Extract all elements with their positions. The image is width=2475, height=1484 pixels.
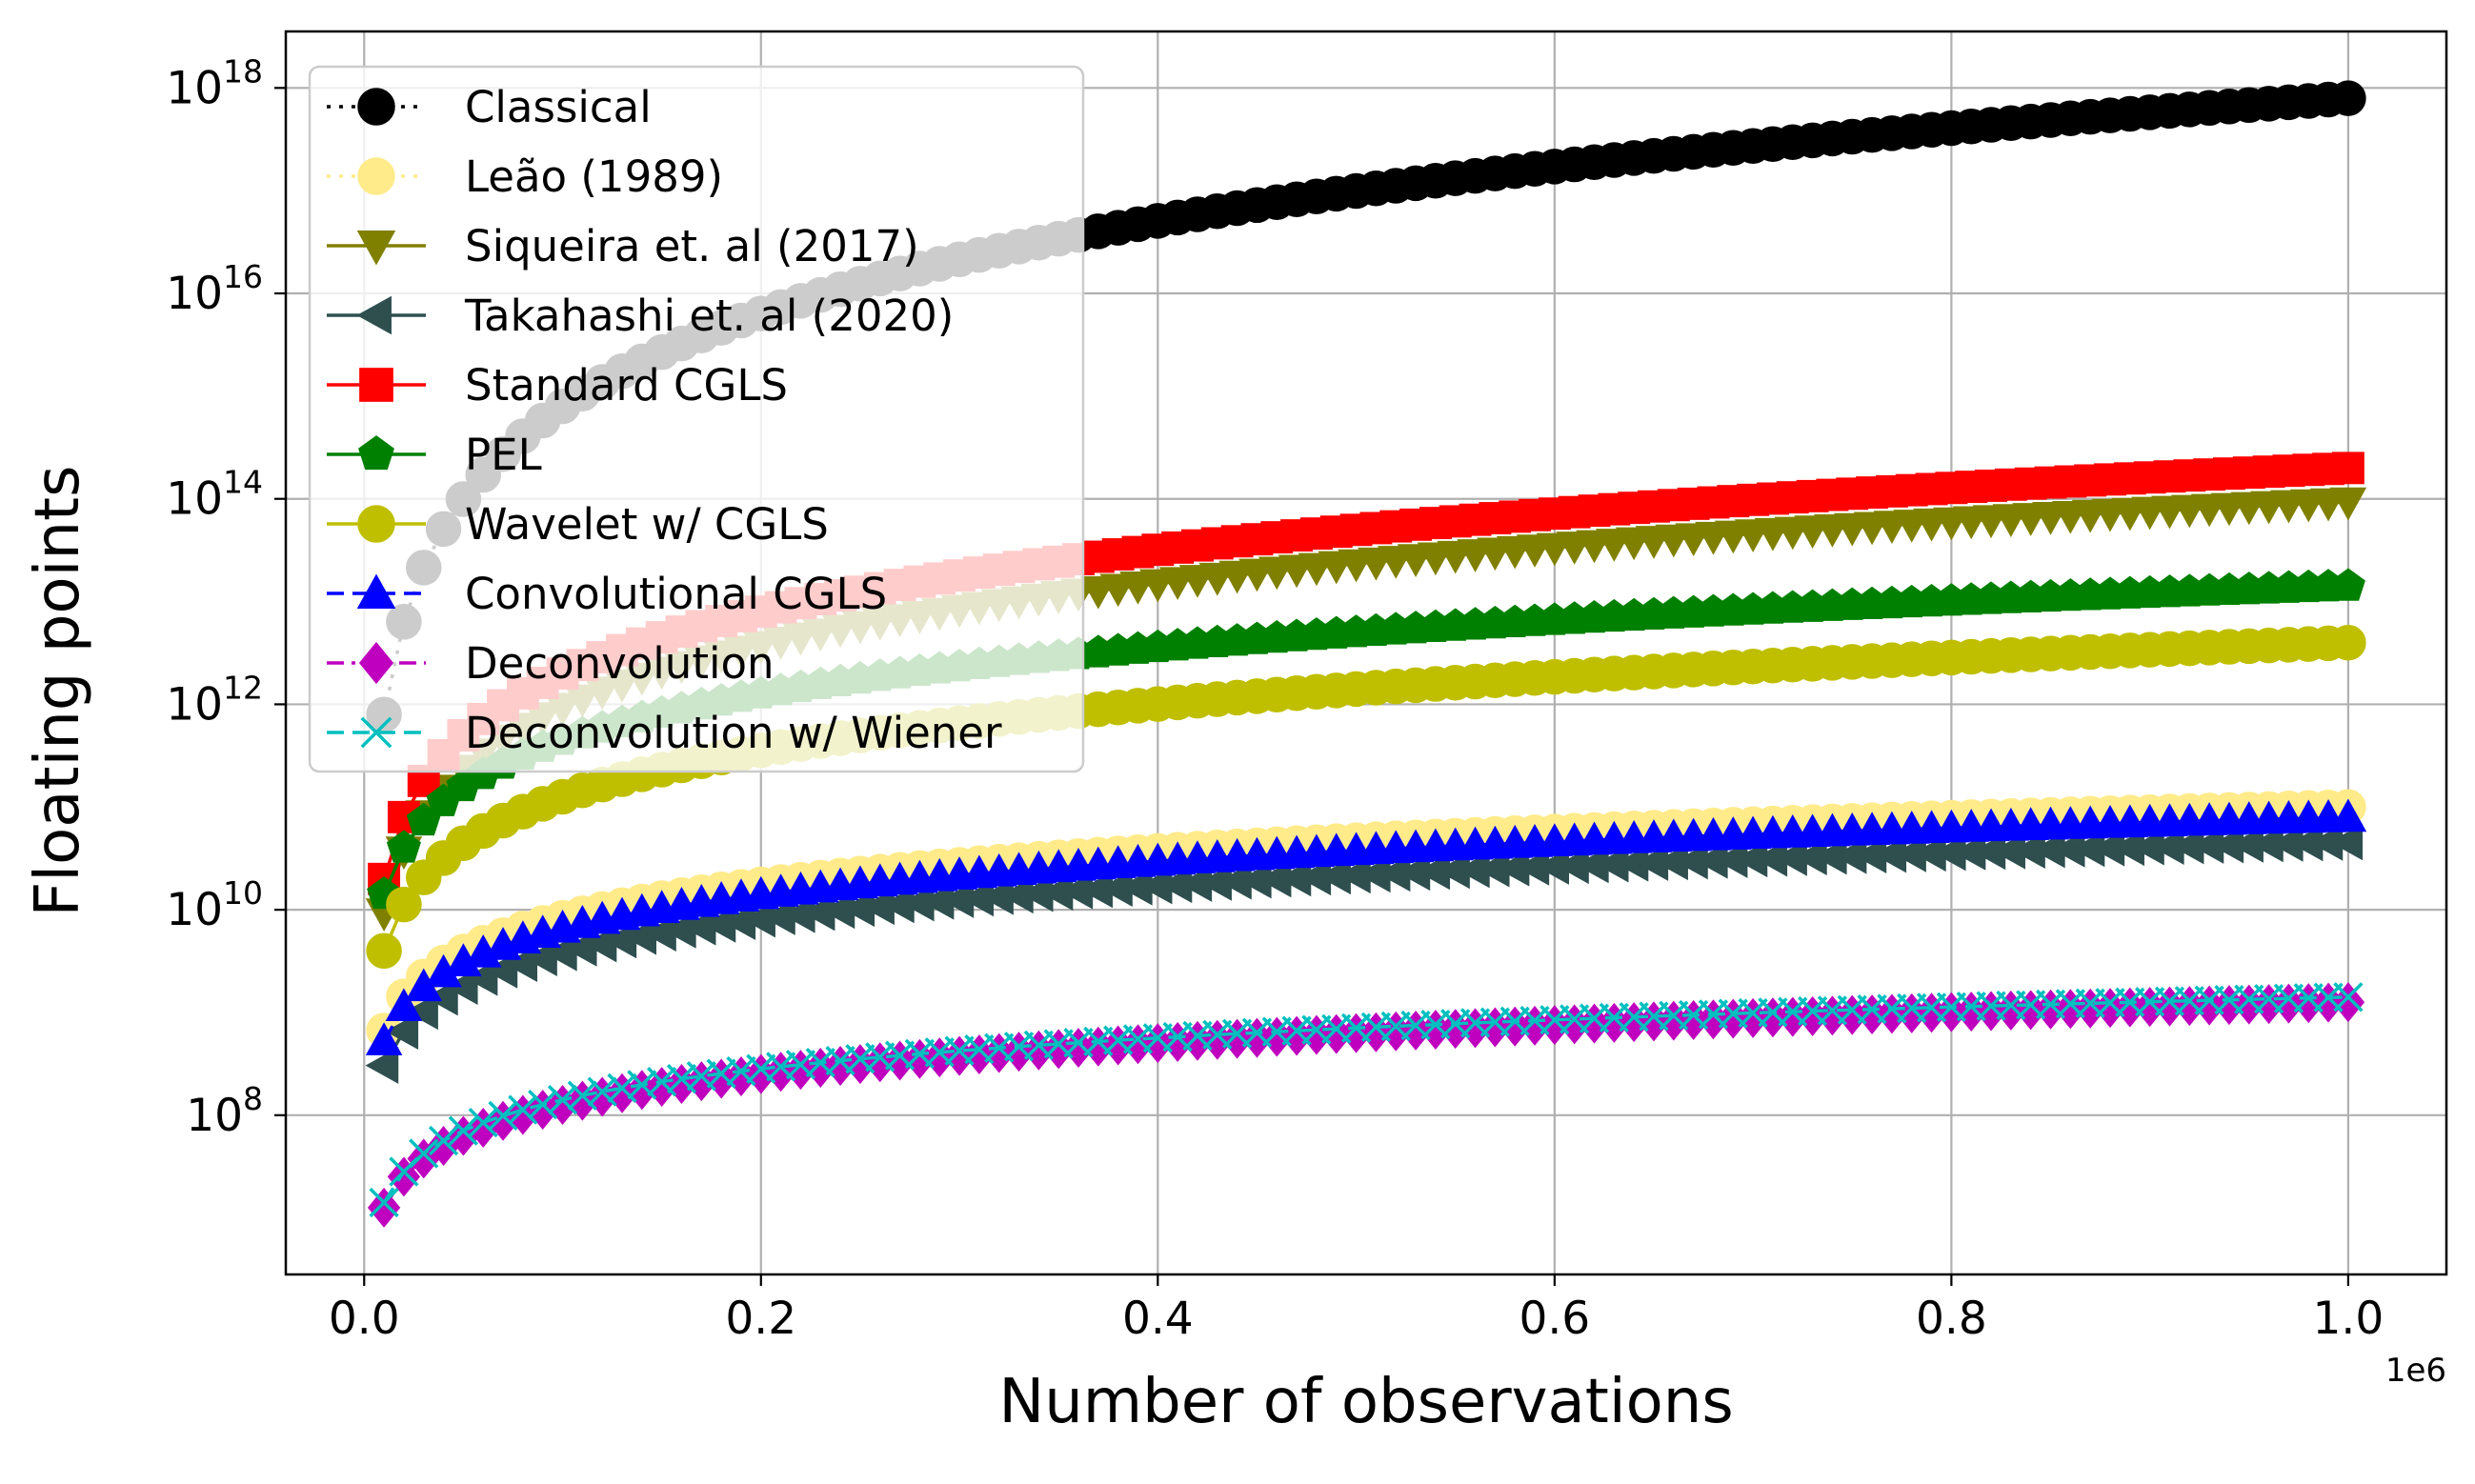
y-tick-base: 10 bbox=[166, 884, 223, 936]
legend-label: Classical bbox=[465, 82, 652, 132]
data-point bbox=[428, 1125, 459, 1156]
legend-marker bbox=[360, 716, 392, 749]
legend-frame bbox=[308, 65, 1085, 773]
legend-item: Deconvolution bbox=[327, 638, 775, 689]
legend-marker bbox=[357, 505, 395, 543]
data-point bbox=[468, 1107, 498, 1138]
y-axis-label: Floating points bbox=[23, 466, 93, 917]
data-point bbox=[2329, 798, 2367, 832]
x-tick-label: 0.4 bbox=[1122, 1293, 1194, 1345]
legend-marker bbox=[358, 641, 394, 685]
y-tick-label: 1010 bbox=[166, 874, 263, 936]
legend-item: PEL bbox=[327, 430, 542, 480]
legend-marker bbox=[356, 295, 392, 335]
data-point bbox=[365, 1022, 403, 1055]
legend-item: Wavelet w/ CGLS bbox=[327, 499, 829, 550]
y-tick-exponent: 12 bbox=[223, 669, 263, 706]
data-point bbox=[366, 933, 402, 970]
x-tick-label: 1.0 bbox=[2313, 1293, 2384, 1345]
data-point bbox=[367, 1187, 401, 1228]
series-convolutional-cgls bbox=[365, 798, 2367, 1055]
legend-label: PEL bbox=[465, 430, 542, 480]
legend-marker bbox=[358, 435, 394, 471]
y-tick-exponent: 14 bbox=[223, 464, 263, 501]
data-point bbox=[2329, 823, 2364, 861]
legend-label: Takahashi et. al (2020) bbox=[464, 291, 954, 341]
data-point bbox=[369, 1187, 399, 1218]
data-point bbox=[409, 1138, 439, 1169]
legend-item: Standard CGLS bbox=[327, 360, 788, 411]
legend-item: Leão (1989) bbox=[327, 151, 723, 202]
x-offset-label: 1e6 bbox=[2385, 1352, 2446, 1390]
data-point bbox=[528, 1089, 558, 1120]
y-tick-exponent: 16 bbox=[223, 258, 263, 295]
series-takahashi-et-al-2020 bbox=[365, 823, 2364, 1084]
y-tick-label: 1012 bbox=[166, 669, 263, 731]
legend-label: Convolutional CGLS bbox=[465, 569, 887, 619]
y-tick-exponent: 8 bbox=[243, 1080, 263, 1117]
legend-label: Wavelet w/ CGLS bbox=[465, 499, 829, 550]
y-tick-base: 10 bbox=[166, 268, 223, 320]
y-tick-exponent: 10 bbox=[223, 874, 263, 912]
data-point bbox=[448, 1115, 479, 1146]
x-tick-label: 0.2 bbox=[725, 1293, 796, 1345]
x-tick-label: 0.8 bbox=[1916, 1293, 1987, 1345]
legend-marker bbox=[357, 88, 395, 126]
x-axis: 0.0 0.2 0.4 0.6 0.8 1.0 bbox=[329, 1274, 2384, 1345]
y-tick-base: 10 bbox=[166, 678, 223, 731]
data-point bbox=[385, 988, 423, 1022]
legend-label: Standard CGLS bbox=[465, 360, 788, 411]
y-tick-label: 108 bbox=[186, 1080, 263, 1142]
legend-item: Siqueira et. al (2017) bbox=[327, 221, 919, 271]
data-point bbox=[2330, 568, 2365, 601]
legend-item: Convolutional CGLS bbox=[327, 569, 887, 619]
legend: Classical Leão (1989) Siqueira et. al (201… bbox=[308, 65, 1085, 773]
data-point bbox=[547, 1085, 578, 1115]
legend-item: Classical bbox=[327, 82, 652, 132]
legend-label: Siqueira et. al (2017) bbox=[465, 221, 919, 271]
legend-item: Deconvolution w/ Wiener bbox=[327, 708, 1002, 758]
legend-item: Takahashi et. al (2020) bbox=[327, 291, 954, 341]
data-point bbox=[405, 993, 438, 1031]
data-point bbox=[488, 1100, 518, 1131]
y-tick-base: 10 bbox=[166, 62, 223, 114]
legend-label: Deconvolution bbox=[465, 638, 775, 689]
data-point bbox=[508, 1094, 538, 1125]
legend-marker bbox=[356, 573, 396, 609]
y-tick-label: 1016 bbox=[166, 258, 263, 320]
x-axis-label: Number of observations bbox=[998, 1367, 1733, 1437]
y-tick-base: 10 bbox=[186, 1090, 243, 1142]
data-point bbox=[386, 830, 421, 863]
x-tick-label: 0.0 bbox=[329, 1293, 400, 1345]
data-point bbox=[2331, 451, 2364, 485]
legend-marker bbox=[359, 368, 393, 402]
legend-marker bbox=[356, 231, 396, 266]
data-point bbox=[2330, 80, 2366, 116]
legend-label: Leão (1989) bbox=[465, 151, 723, 202]
data-point bbox=[2333, 982, 2364, 1013]
data-point bbox=[386, 886, 422, 923]
data-point bbox=[385, 1013, 419, 1051]
y-tick-exponent: 18 bbox=[223, 52, 263, 90]
legend-label: Deconvolution w/ Wiener bbox=[465, 708, 1002, 758]
data-point bbox=[365, 1047, 399, 1084]
series-deconvolution-w-wiener bbox=[369, 982, 2364, 1218]
data-point bbox=[2330, 624, 2366, 661]
data-point bbox=[2329, 487, 2367, 521]
y-tick-base: 10 bbox=[166, 473, 223, 526]
series-line bbox=[382, 995, 2348, 1204]
legend-marker bbox=[357, 157, 395, 195]
plot-frame bbox=[284, 30, 2448, 1276]
y-tick-label: 1014 bbox=[166, 464, 263, 526]
y-tick-label: 1018 bbox=[166, 52, 263, 114]
x-tick-label: 0.6 bbox=[1519, 1293, 1590, 1345]
